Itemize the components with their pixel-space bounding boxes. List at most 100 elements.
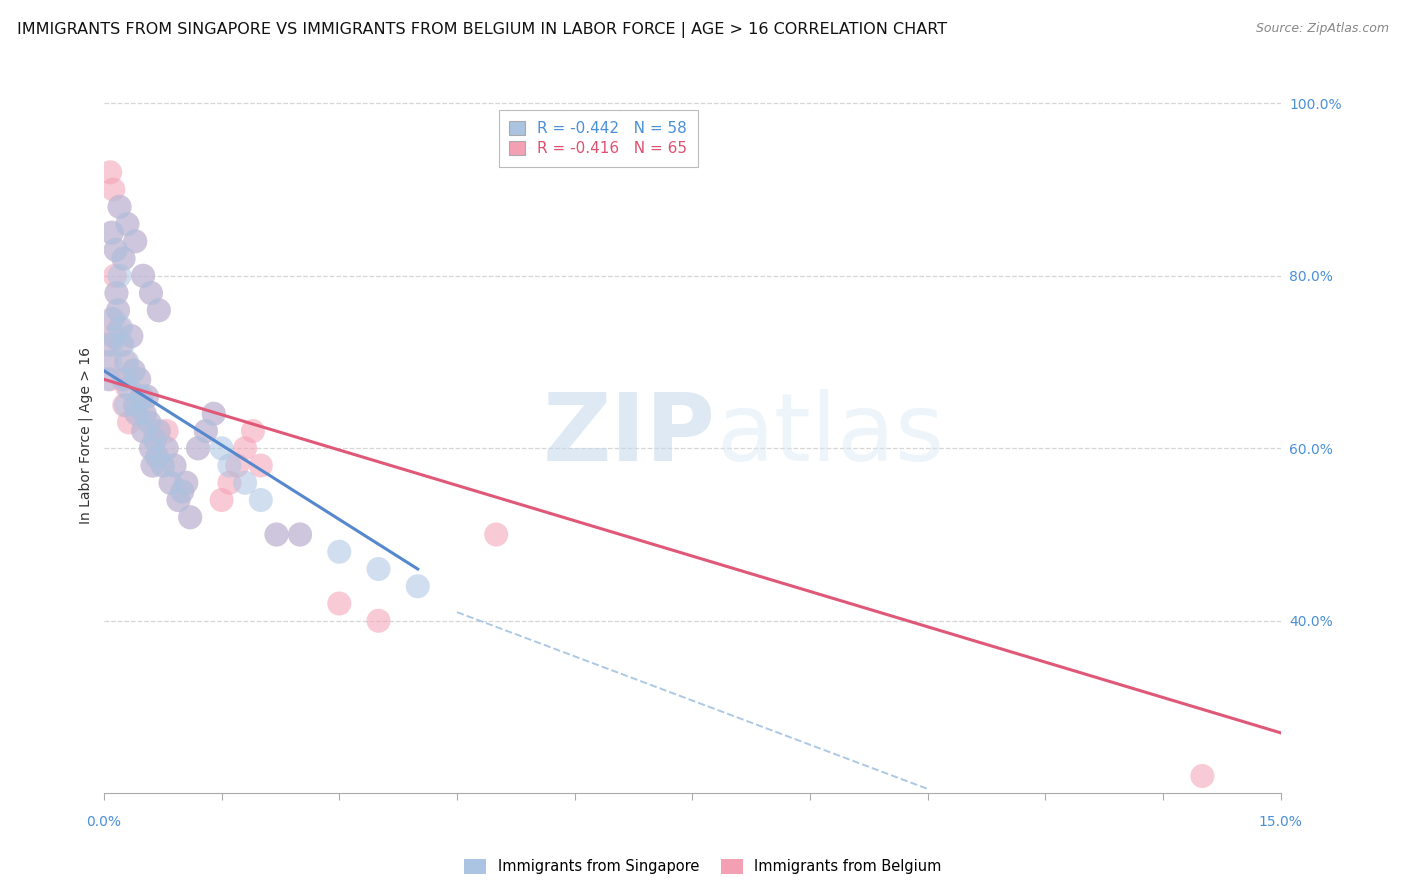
Point	[233, 442, 256, 456]
Point	[146, 450, 169, 464]
Point	[179, 510, 201, 524]
Point	[120, 329, 142, 343]
Point	[143, 433, 166, 447]
Point	[117, 217, 139, 231]
Point	[328, 597, 350, 611]
Point	[124, 235, 146, 249]
Point	[98, 372, 121, 386]
Point	[122, 364, 145, 378]
Point	[367, 614, 389, 628]
Point	[146, 450, 169, 464]
Point	[131, 390, 153, 404]
Y-axis label: In Labor Force | Age > 16: In Labor Force | Age > 16	[79, 347, 93, 524]
Point	[131, 390, 153, 404]
Point	[104, 268, 127, 283]
Point	[110, 338, 132, 352]
Point	[118, 381, 141, 395]
Point	[139, 286, 162, 301]
Point	[485, 527, 508, 541]
Point	[103, 312, 125, 326]
Point	[202, 407, 225, 421]
Point	[159, 475, 181, 490]
Point	[115, 398, 138, 412]
Point	[138, 416, 160, 430]
Point	[367, 562, 389, 576]
Point	[112, 372, 135, 386]
Point	[139, 442, 162, 456]
Point	[266, 527, 288, 541]
Point	[111, 372, 134, 386]
Point	[143, 433, 166, 447]
Point	[211, 493, 233, 508]
Point	[179, 510, 201, 524]
Point	[226, 458, 249, 473]
Point	[103, 329, 125, 343]
Point	[152, 458, 174, 473]
Point	[148, 424, 170, 438]
Point	[97, 338, 120, 352]
Point	[118, 416, 141, 430]
Point	[117, 355, 139, 369]
Point	[105, 286, 128, 301]
Point	[406, 579, 429, 593]
Point	[288, 527, 311, 541]
Point	[172, 484, 194, 499]
Point	[132, 424, 155, 438]
Point	[249, 458, 271, 473]
Point	[174, 475, 197, 490]
Point	[156, 442, 179, 456]
Point	[97, 372, 120, 386]
Point	[112, 398, 135, 412]
Point	[167, 493, 190, 508]
Point	[120, 329, 142, 343]
Point	[124, 398, 146, 412]
Point	[100, 226, 122, 240]
Point	[218, 475, 240, 490]
Point	[100, 312, 122, 326]
Point	[100, 226, 122, 240]
Point	[187, 442, 209, 456]
Point	[139, 442, 162, 456]
Point	[108, 200, 131, 214]
Point	[174, 475, 197, 490]
Point	[167, 493, 190, 508]
Point	[139, 286, 162, 301]
Point	[141, 458, 163, 473]
Point	[108, 320, 131, 334]
Point	[148, 424, 170, 438]
Point	[136, 390, 159, 404]
Point	[105, 286, 128, 301]
Point	[163, 458, 186, 473]
Point	[115, 355, 138, 369]
Point	[128, 372, 150, 386]
Point	[108, 200, 131, 214]
Point	[187, 442, 209, 456]
Point	[148, 303, 170, 318]
Point	[132, 424, 155, 438]
Point	[132, 268, 155, 283]
Legend: R = -0.442   N = 58, R = -0.416   N = 65: R = -0.442 N = 58, R = -0.416 N = 65	[499, 110, 697, 167]
Point	[218, 458, 240, 473]
Point	[103, 183, 125, 197]
Point	[104, 243, 127, 257]
Point	[159, 475, 181, 490]
Text: ZIP: ZIP	[543, 389, 716, 482]
Point	[98, 165, 121, 179]
Legend: Immigrants from Singapore, Immigrants from Belgium: Immigrants from Singapore, Immigrants fr…	[458, 853, 948, 880]
Point	[202, 407, 225, 421]
Point	[211, 442, 233, 456]
Point	[128, 372, 150, 386]
Point	[141, 458, 163, 473]
Point	[117, 217, 139, 231]
Point	[1191, 769, 1213, 783]
Point	[242, 424, 264, 438]
Point	[132, 268, 155, 283]
Point	[136, 390, 159, 404]
Point	[125, 407, 148, 421]
Point	[107, 303, 129, 318]
Point	[112, 252, 135, 266]
Point	[107, 303, 129, 318]
Point	[156, 424, 179, 438]
Text: 0.0%: 0.0%	[86, 814, 121, 829]
Point	[134, 407, 156, 421]
